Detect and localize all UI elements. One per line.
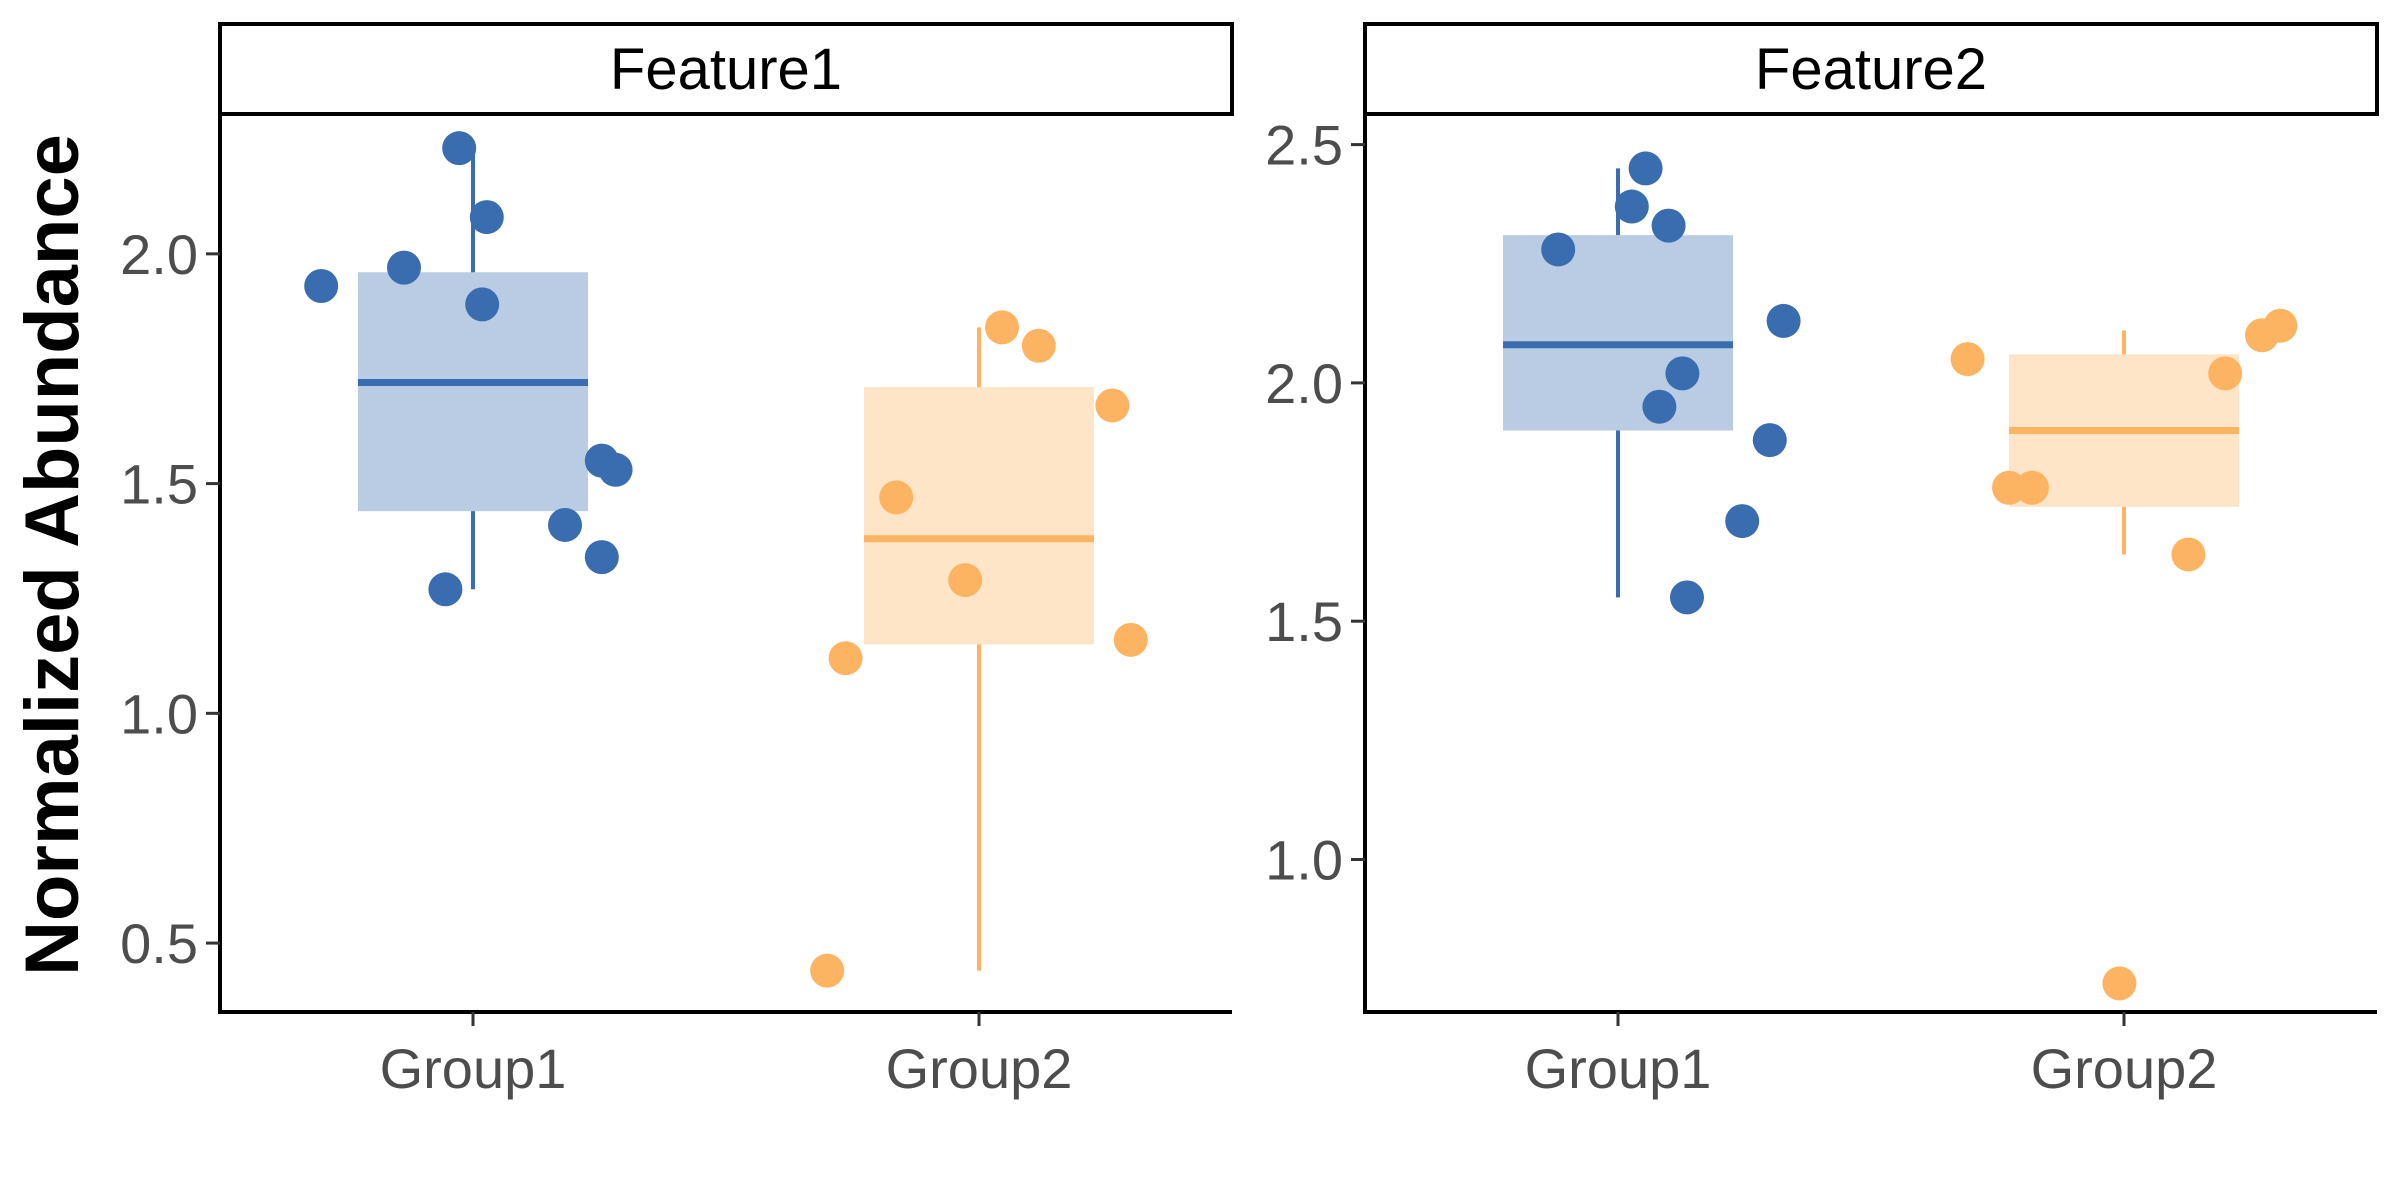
data-point xyxy=(598,452,633,487)
y-tick-label: 2.5 xyxy=(1265,114,1343,177)
y-tick-label: 1.5 xyxy=(120,453,198,516)
data-point xyxy=(2102,966,2137,1001)
data-point xyxy=(1670,580,1704,615)
data-point xyxy=(2245,318,2279,353)
facet-strip xyxy=(218,22,1234,116)
data-point xyxy=(548,507,582,542)
data-point xyxy=(1752,423,1787,458)
data-point xyxy=(1095,388,1130,423)
data-point xyxy=(879,480,914,515)
data-point xyxy=(810,953,845,988)
data-point xyxy=(1541,232,1576,267)
data-point xyxy=(428,572,463,607)
data-point xyxy=(2208,356,2243,391)
data-point xyxy=(1665,356,1700,391)
y-tick-label: 1.0 xyxy=(1265,828,1343,891)
x-tick-label: Group2 xyxy=(2031,1037,2218,1100)
y-tick-label: 1.5 xyxy=(1265,590,1343,653)
y-tick-label: 0.5 xyxy=(120,912,198,975)
data-point xyxy=(465,287,500,322)
data-point xyxy=(2171,537,2206,572)
data-point xyxy=(584,540,619,575)
data-point xyxy=(2015,470,2049,505)
y-tick-label: 2.0 xyxy=(120,223,198,286)
data-point xyxy=(1113,622,1148,657)
data-point xyxy=(1725,504,1760,539)
data-point xyxy=(387,250,421,285)
data-point xyxy=(948,563,983,598)
facet-panel-1: Feature1 0.5 1.0 1.5 2.0 Group1 Group2 xyxy=(120,22,1234,1100)
box-iqr xyxy=(864,387,1094,645)
data-point xyxy=(1950,342,1985,377)
data-point xyxy=(1628,151,1663,186)
y-axis-label: Normalized Abundance xyxy=(10,134,95,976)
x-tick-label: Group1 xyxy=(1525,1037,1712,1100)
data-point xyxy=(1642,389,1677,424)
x-tick-label: Group2 xyxy=(886,1037,1073,1100)
box-iqr xyxy=(1503,235,1733,431)
data-point xyxy=(1651,208,1686,243)
data-point xyxy=(442,131,477,166)
facet-strip-title: Feature1 xyxy=(610,37,842,102)
data-point xyxy=(1021,328,1056,363)
data-point xyxy=(1766,303,1801,338)
data-point xyxy=(828,641,863,676)
y-tick-label: 2.0 xyxy=(1265,352,1343,415)
x-tick-label: Group1 xyxy=(380,1037,567,1100)
facet-panel-2: Feature2 1.0 1.5 2.0 2.5 Group1 Group2 xyxy=(1265,22,2379,1100)
facet-strip-title: Feature2 xyxy=(1755,37,1987,102)
data-point xyxy=(985,310,1019,345)
data-point xyxy=(1614,189,1649,224)
facet-strip xyxy=(1363,22,2379,116)
data-point xyxy=(469,200,504,235)
data-point xyxy=(304,269,339,304)
y-tick-label: 1.0 xyxy=(120,682,198,745)
